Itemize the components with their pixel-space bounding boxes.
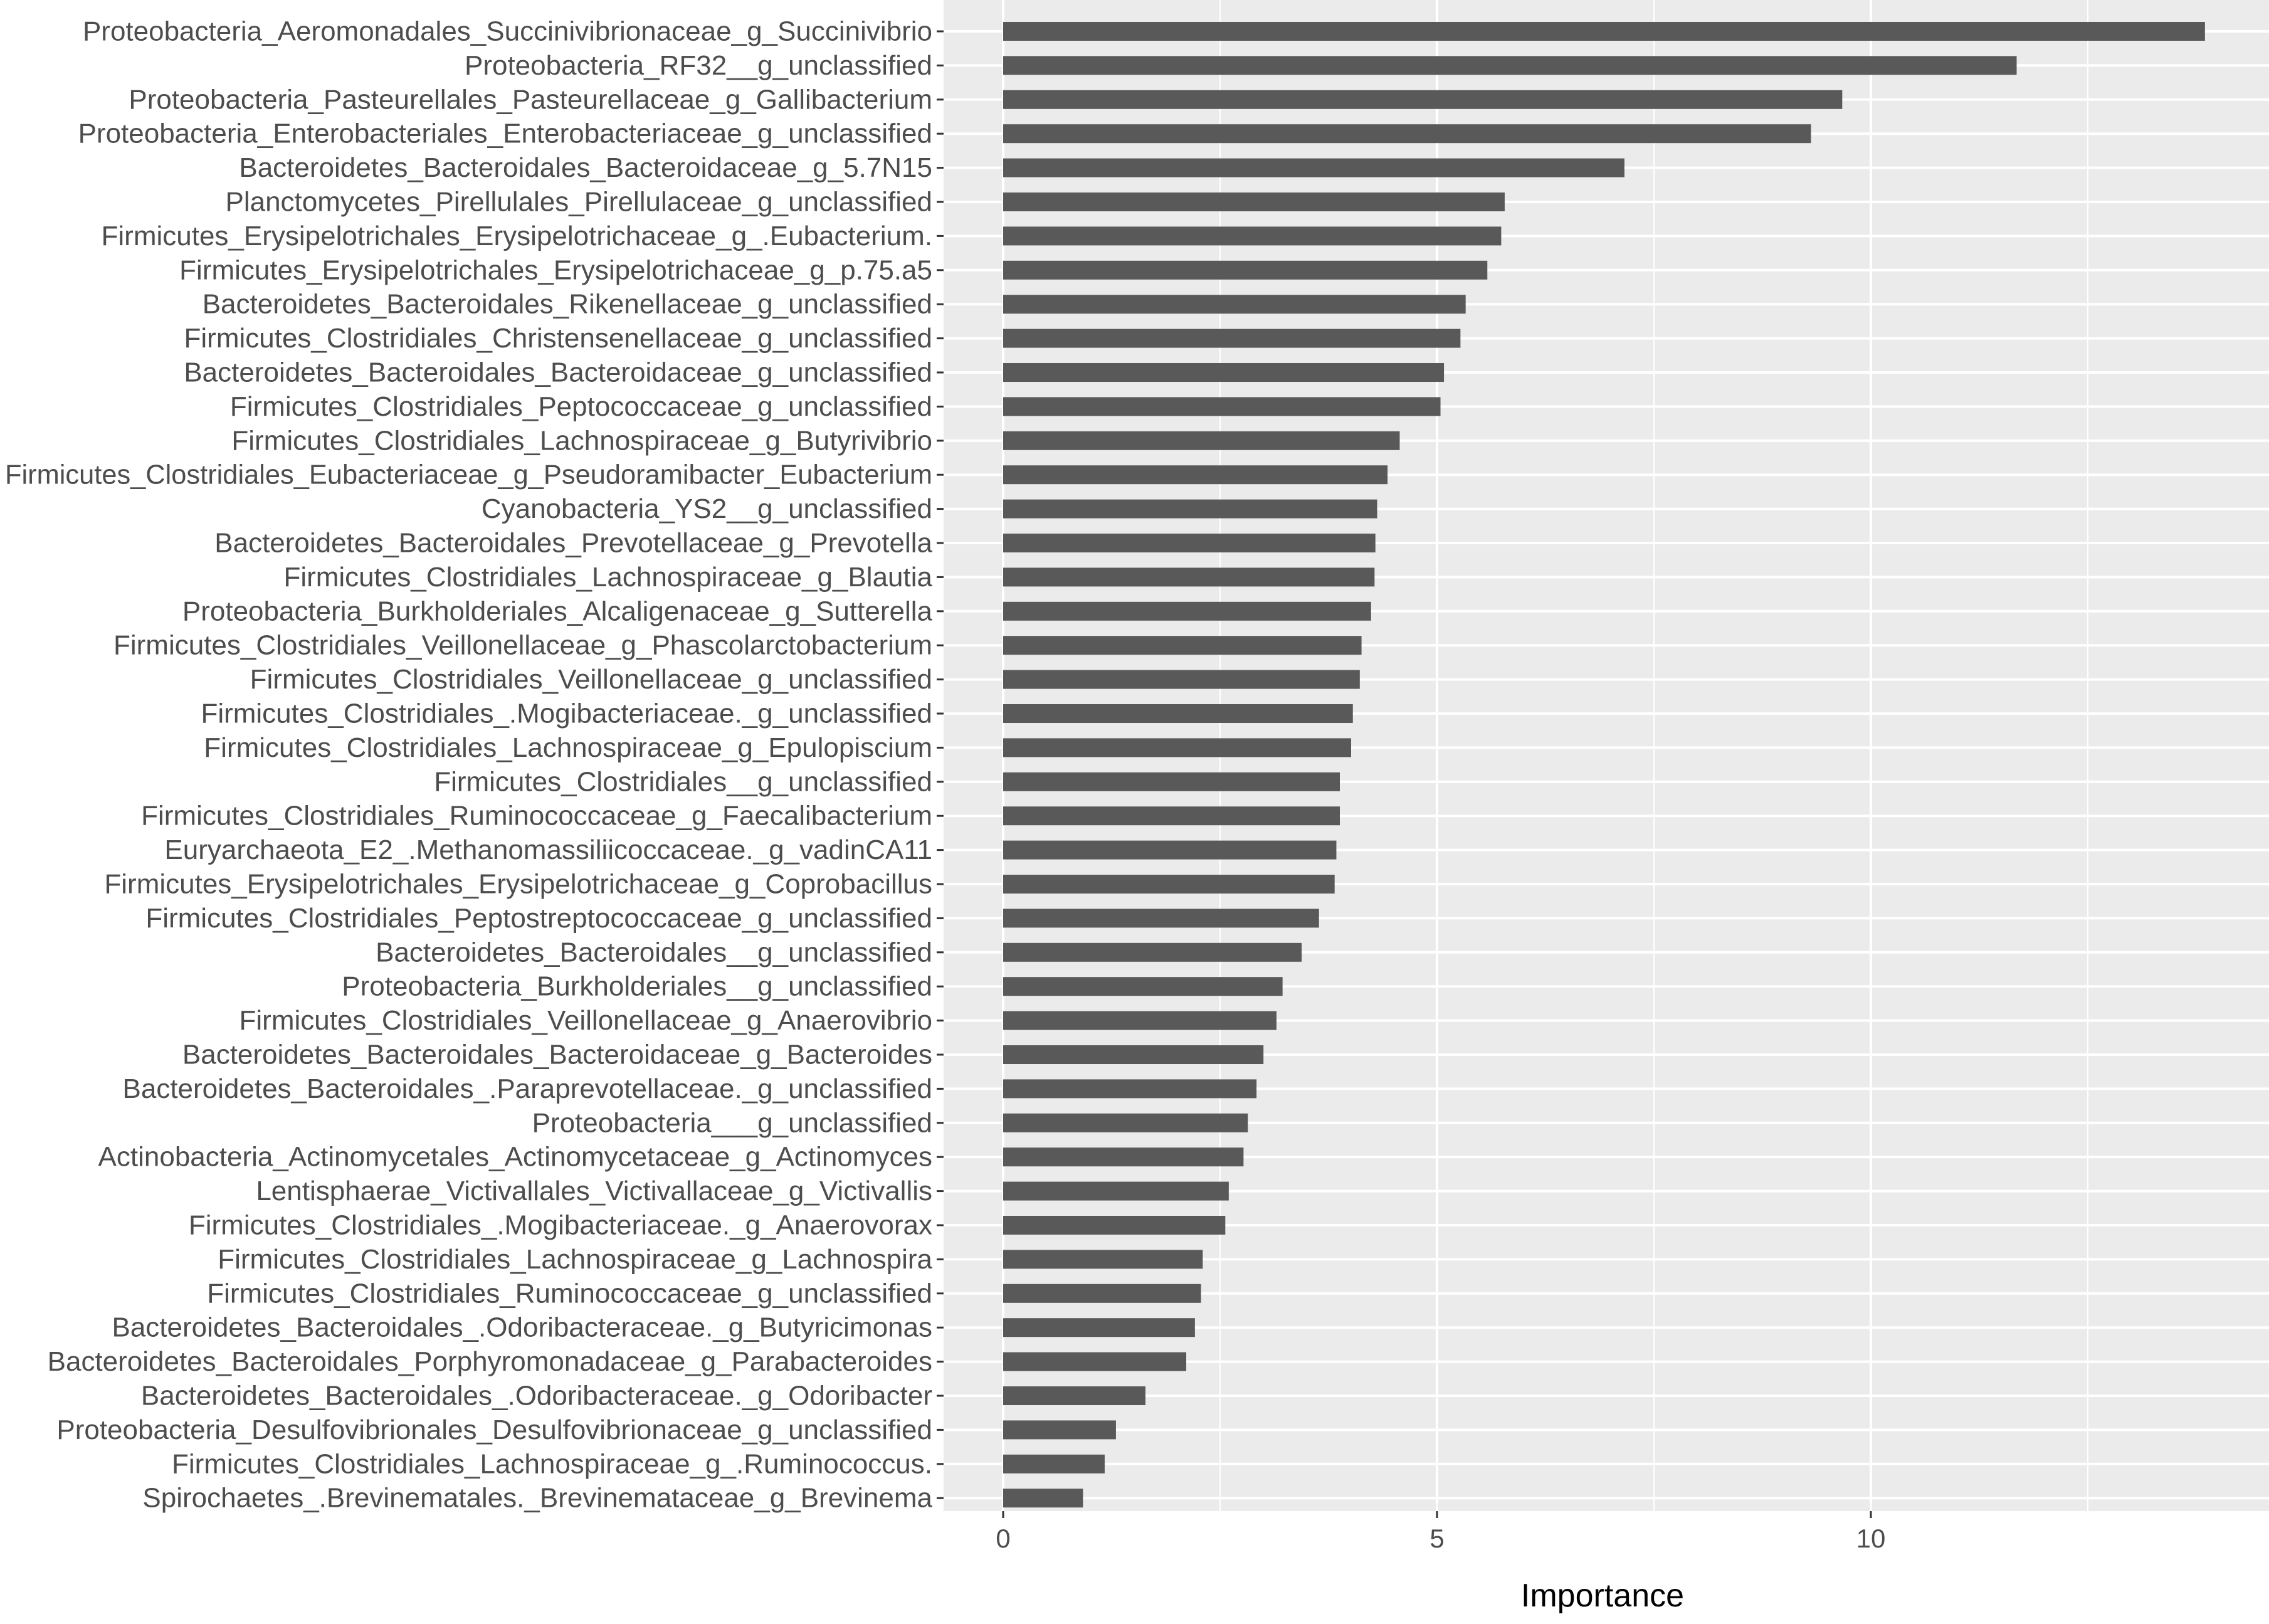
bar [1003,22,2205,41]
category-label: Firmicutes_Clostridiales_Ruminococcaceae… [141,801,932,831]
bar [1003,840,1337,860]
category-label: Proteobacteria_Burkholderiales_Alcaligen… [182,596,933,626]
category-labels: Proteobacteria_Aeromonadales_Succinivibr… [5,16,944,1514]
bar [1003,1352,1187,1371]
category-label: Proteobacteria_Enterobacteriales_Enterob… [78,119,932,149]
bar [1003,1386,1145,1405]
category-label: Firmicutes_Clostridiales_Ruminococcaceae… [207,1278,932,1309]
category-label: Bacteroidetes_Bacteroidales_Bacteroidace… [184,357,932,388]
bar [1003,329,1461,348]
bar [1003,1250,1203,1269]
bar [1003,1113,1248,1132]
bar [1003,397,1441,416]
category-label: Firmicutes_Clostridiales_Lachnospiraceae… [218,1244,932,1275]
bar [1003,670,1360,689]
bar [1003,1181,1229,1201]
category-label: Bacteroidetes_Bacteroidales_.Paraprevote… [123,1073,933,1104]
category-label: Firmicutes_Clostridiales_Christensenella… [184,323,932,354]
bar [1003,738,1351,757]
category-label: Bacteroidetes_Bacteroidales_.Odoribacter… [141,1381,932,1411]
bar [1003,534,1376,552]
category-label: Firmicutes_Clostridiales_Veillonellaceae… [113,630,932,661]
bar [1003,1489,1083,1508]
category-label: Firmicutes_Erysipelotrichales_Erysipelot… [104,869,932,900]
bar [1003,636,1362,655]
bar [1003,260,1488,280]
category-label: Planctomycetes_Pirellulales_Pirellulacea… [225,187,932,218]
category-label: Firmicutes_Clostridiales_Veillonellaceae… [250,664,932,695]
category-label: Firmicutes_Clostridiales_.Mogibacteriace… [189,1210,932,1241]
bar [1003,772,1340,791]
category-label: Firmicutes_Clostridiales_Lachnospiraceae… [172,1448,932,1479]
category-label: Firmicutes_Clostridiales_Veillonellaceae… [240,1005,932,1036]
category-label: Firmicutes_Clostridiales_Peptococcaceae_… [230,391,932,422]
bar [1003,1284,1201,1303]
bar [1003,1011,1277,1030]
bar-layer [1003,22,2205,1508]
category-label: Firmicutes_Erysipelotrichales_Erysipelot… [102,221,932,251]
bar [1003,704,1353,723]
bar [1003,806,1340,826]
category-label: Proteobacteria_RF32__g_unclassified [465,50,932,81]
bar [1003,158,1624,177]
category-label: Proteobacteria_Desulfovibrionales_Desulf… [56,1415,932,1445]
bar [1003,601,1371,621]
category-label: Firmicutes_Clostridiales_Lachnospiraceae… [204,732,932,763]
category-label: Spirochaetes_.Brevinematales._Brevinemat… [142,1483,932,1514]
category-label: Proteobacteria_Burkholderiales__g_unclas… [342,971,932,1002]
bar [1003,1045,1264,1064]
bar [1003,909,1319,928]
category-label: Bacteroidetes_Bacteroidales_.Odoribacter… [112,1312,932,1343]
category-label: Firmicutes_Erysipelotrichales_Erysipelot… [179,255,932,285]
bar [1003,295,1466,314]
bar [1003,875,1335,894]
category-label: Lentisphaerae_Victivallales_Victivallace… [256,1176,932,1206]
category-label: Bacteroidetes_Bacteroidales_Bacteroidace… [239,152,932,183]
category-label: Bacteroidetes_Bacteroidales_Bacteroidace… [182,1040,932,1070]
bar [1003,977,1283,996]
x-tick-label: 0 [996,1524,1010,1553]
x-axis-title: Importance [1521,1578,1684,1614]
x-ticks: 0 5 10 [996,1511,1885,1553]
bar [1003,1454,1105,1474]
category-label: Firmicutes_Clostridiales_.Mogibacteriace… [201,699,932,729]
category-label: Actinobacteria_Actinomycetales_Actinomyc… [98,1142,932,1173]
bar [1003,499,1377,519]
category-label: Firmicutes_Clostridiales__g_unclassified [434,766,932,797]
bar [1003,465,1388,485]
category-label: Firmicutes_Clostridiales_Lachnospiraceae… [283,562,932,593]
category-label: Proteobacteria_Aeromonadales_Succinivibr… [83,16,932,47]
bar [1003,431,1400,450]
bar [1003,192,1505,211]
category-label: Bacteroidetes_Bacteroidales_Prevotellace… [214,528,932,559]
bar [1003,567,1375,587]
category-label: Bacteroidetes_Bacteroidales_Rikenellacea… [203,289,932,320]
category-label: Cyanobacteria_YS2__g_unclassified [482,493,932,524]
bar [1003,942,1302,962]
bar [1003,1420,1116,1440]
bar [1003,1147,1244,1167]
bar [1003,124,1811,144]
category-label: Proteobacteria___g_unclassified [532,1107,932,1138]
bar [1003,90,1843,109]
category-label: Proteobacteria_Pasteurellales_Pasteurell… [129,84,932,115]
category-label: Firmicutes_Clostridiales_Peptostreptococ… [145,903,932,934]
category-label: Firmicutes_Clostridiales_Eubacteriaceae_… [5,460,932,490]
bar [1003,1079,1257,1099]
x-tick-label: 10 [1856,1524,1886,1553]
bar [1003,1318,1195,1337]
bar [1003,226,1502,246]
bar [1003,1216,1226,1235]
category-label: Euryarchaeota_E2_.Methanomassiliicoccace… [164,835,932,865]
category-label: Firmicutes_Clostridiales_Lachnospiraceae… [231,425,932,456]
bar [1003,56,2017,75]
category-label: Bacteroidetes_Bacteroidales_Porphyromona… [48,1346,932,1377]
x-tick-label: 5 [1429,1524,1444,1553]
bar [1003,363,1445,382]
category-label: Bacteroidetes_Bacteroidales__g_unclassif… [376,937,932,968]
